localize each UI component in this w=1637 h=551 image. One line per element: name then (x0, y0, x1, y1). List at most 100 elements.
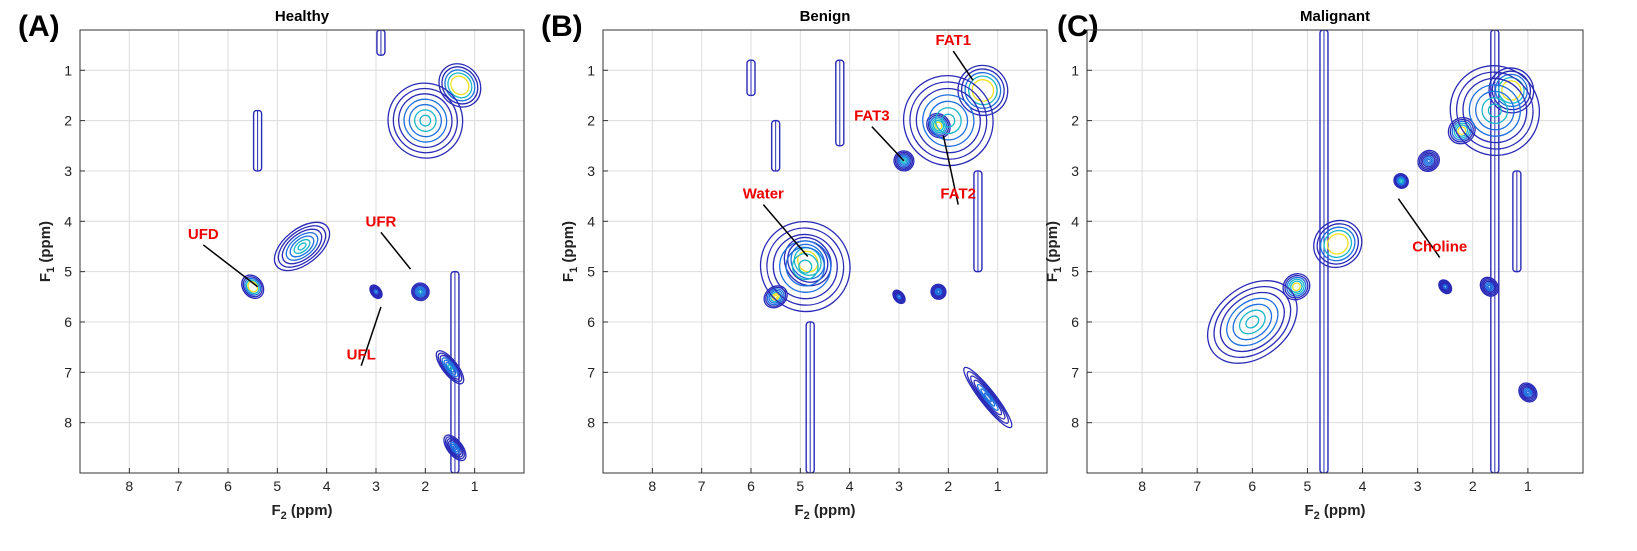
contour-level (1487, 284, 1492, 289)
contour-level (370, 285, 382, 299)
contour-level (970, 375, 1006, 420)
contour-level (369, 284, 383, 300)
contour-level (1459, 128, 1465, 134)
contour-level (372, 288, 380, 296)
panel-label: (A) (18, 10, 60, 43)
x-tick-label: 5 (1304, 478, 1312, 494)
contour-level (1487, 103, 1502, 118)
contour-level (449, 441, 461, 454)
contour-plot-benign: 8 7 6 5 4 3 2 1 1 2 3 4 5 6 7 8 F2 (ppm) F1 (ppm) FAT1 FAT3… (560, 29, 1048, 522)
contour-level (1323, 229, 1353, 259)
x-tick-label: 3 (895, 478, 903, 494)
contour-level (915, 87, 981, 154)
y-tick-label: 7 (587, 364, 595, 380)
y-tick-label: 8 (587, 415, 595, 431)
contour-level (281, 228, 323, 265)
contour-level (902, 74, 994, 167)
contour-level (957, 64, 1009, 117)
contour-level (1293, 284, 1299, 290)
contour-level (1333, 239, 1343, 249)
contour-level (980, 388, 996, 407)
contour-level (1440, 281, 1451, 293)
axes-frame (602, 29, 1048, 474)
x-axis-label: F2 (ppm) (1304, 502, 1365, 522)
contour-level (1245, 315, 1260, 329)
contour-level (1494, 73, 1528, 108)
contour-level (1319, 226, 1356, 262)
x-tick-label: 2 (1469, 478, 1477, 494)
contour-level (983, 392, 992, 403)
contour-level (441, 357, 459, 378)
contour-level (897, 294, 901, 299)
contour-level (927, 114, 950, 137)
contour-level (1440, 282, 1450, 292)
x-tick-label: 5 (273, 478, 281, 494)
contour-level (419, 114, 432, 127)
y-tick-label: 4 (1071, 213, 1079, 229)
annotation-leader (380, 231, 412, 270)
annotation-leader (762, 204, 809, 258)
contour-level (1421, 154, 1436, 168)
contour-level (1468, 84, 1521, 137)
contour-level (387, 82, 464, 159)
x-tick-label: 5 (796, 478, 804, 494)
plot-title: Malignant (1300, 8, 1370, 25)
contour-level (403, 98, 448, 143)
contour-level (273, 221, 331, 272)
y-tick-label: 5 (587, 264, 595, 280)
contour-level (414, 109, 437, 132)
contour-level (1480, 278, 1498, 296)
noise-streak (1319, 30, 1329, 473)
y-tick-label: 6 (1071, 314, 1079, 330)
contour-level (894, 292, 904, 302)
contour-level (446, 438, 464, 458)
contour-level (766, 227, 845, 306)
plot-title: Benign (799, 8, 851, 25)
contour-level (443, 359, 457, 376)
contour-level (1399, 179, 1403, 183)
contour-level (453, 78, 467, 93)
contour-level (973, 379, 1003, 416)
contour-level (437, 352, 463, 383)
annotation-label: UFL (347, 347, 376, 364)
y-tick-label: 5 (64, 264, 72, 280)
contour-level (297, 242, 307, 251)
x-axis-label: F2 (ppm) (271, 502, 332, 522)
annotation-leader (952, 50, 974, 81)
contour-level (408, 103, 442, 138)
contour-level (445, 361, 455, 373)
contour-level (444, 436, 465, 460)
contour-level (1475, 90, 1515, 131)
contour-level (418, 289, 423, 294)
contour-level (1484, 282, 1494, 292)
panel-label: (C) (1057, 10, 1099, 43)
x-tick-label: 2 (944, 478, 952, 494)
panel-benign: (B) Benign 8 7 6 5 4 3 2 1 1 2 3 4 5 6 7 8 F2 (ppm) F1 (p… (541, 0, 1081, 551)
contour-level (893, 150, 915, 172)
contour-level (928, 100, 969, 141)
contour-level (922, 94, 975, 147)
contour-level (277, 225, 327, 268)
contour-level (293, 238, 311, 255)
contour-level (371, 286, 381, 298)
contour-level (1523, 387, 1533, 398)
contour-level (1426, 158, 1431, 164)
contour-level (448, 439, 462, 456)
contour-level (244, 277, 262, 296)
contour-level (1326, 233, 1349, 255)
contour-level (1226, 297, 1279, 347)
annotation-leader (871, 126, 905, 162)
contour-level (976, 383, 999, 412)
y-tick-label: 8 (1071, 415, 1079, 431)
x-tick-label: 3 (372, 478, 380, 494)
contour-level (1238, 309, 1266, 335)
contour-level (413, 284, 428, 299)
contour-level (894, 291, 904, 303)
contour-level (435, 350, 465, 385)
x-tick-label: 8 (648, 478, 656, 494)
y-axis-label: F1 (ppm) (1044, 221, 1064, 282)
y-axis-label: F1 (ppm) (37, 221, 57, 282)
contour-level (1286, 276, 1307, 297)
contour-level (439, 354, 461, 380)
annotation-leader (942, 135, 959, 205)
